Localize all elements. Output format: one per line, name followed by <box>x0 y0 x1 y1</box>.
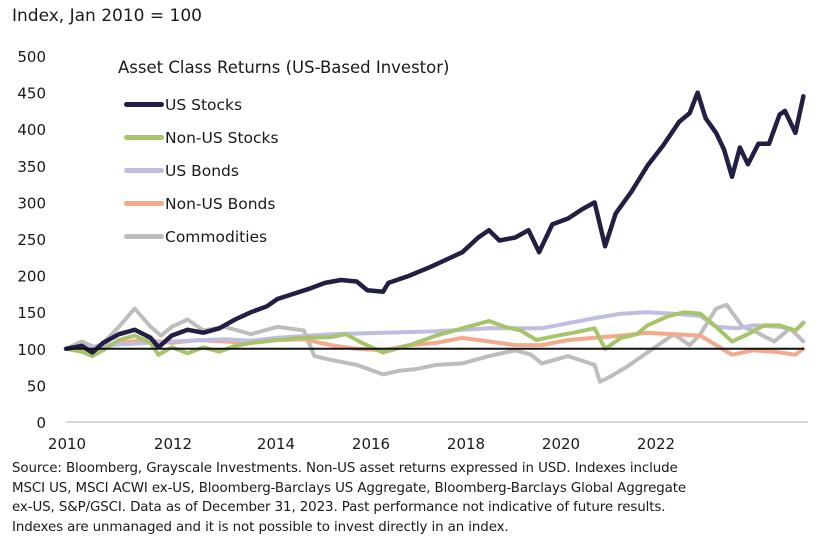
x-tick-label: 2018 <box>447 435 485 453</box>
y-axis-ticks: 0 50 100 150 200 250 300 350 400 450 500 <box>17 48 46 432</box>
x-tick-label: 2016 <box>352 435 390 453</box>
x-axis-ticks: 2010 2012 2014 2016 2018 2020 2022 <box>48 435 675 453</box>
y-tick-label: 50 <box>27 377 46 395</box>
y-tick-label: 150 <box>17 304 46 322</box>
legend-label: Non-US Bonds <box>165 194 276 213</box>
legend-label: Commodities <box>165 227 268 246</box>
legend-swatch <box>124 168 164 173</box>
source-line: Indexes are unmanaged and it is not poss… <box>12 519 509 535</box>
legend-label: US Stocks <box>165 95 243 114</box>
legend: US Stocks Non-US Stocks US Bonds Non-US … <box>124 88 279 253</box>
source-line: MSCI US, MSCI ACWI ex-US, Bloomberg-Barc… <box>12 480 687 496</box>
series-line-us-bonds <box>64 310 806 351</box>
series-line-us-stocks <box>63 90 806 355</box>
y-tick-label: 350 <box>17 158 46 176</box>
legend-item-us-bonds: US Bonds <box>124 154 279 187</box>
legend-swatch <box>124 102 164 107</box>
y-tick-label: 200 <box>17 268 46 286</box>
legend-swatch <box>124 135 164 140</box>
y-tick-label: 450 <box>17 85 46 103</box>
y-tick-label: 300 <box>17 194 46 212</box>
legend-label: US Bonds <box>165 161 239 180</box>
y-tick-label: 100 <box>17 341 46 359</box>
legend-swatch <box>124 201 164 206</box>
source-line: Source: Bloomberg, Grayscale Investments… <box>12 461 678 476</box>
series-lines <box>63 90 806 384</box>
x-tick-label: 2020 <box>542 435 580 453</box>
x-tick-label: 2012 <box>154 435 192 453</box>
legend-swatch <box>124 234 164 239</box>
legend-item-commodities: Commodities <box>124 220 279 253</box>
legend-item-non-us-stocks: Non-US Stocks <box>124 121 279 154</box>
source-line: ex-US, S&P/GSCI. Data as of December 31,… <box>12 500 666 515</box>
legend-label: Non-US Stocks <box>165 128 279 147</box>
legend-item-us-stocks: US Stocks <box>124 88 279 121</box>
x-tick-label: 2014 <box>257 435 295 453</box>
series-line-commodities <box>64 302 806 384</box>
x-tick-label: 2022 <box>637 435 675 453</box>
y-tick-label: 0 <box>36 414 46 432</box>
source-note: Source: Bloomberg, Grayscale Investments… <box>12 459 822 537</box>
legend-item-non-us-bonds: Non-US Bonds <box>124 187 279 220</box>
y-tick-label: 250 <box>17 231 46 249</box>
y-axis-unit-label: Index, Jan 2010 = 100 <box>12 6 202 26</box>
x-tick-label: 2010 <box>48 435 86 453</box>
y-tick-label: 400 <box>17 121 46 139</box>
series-line-non-us-stocks <box>64 310 806 359</box>
y-tick-label: 500 <box>17 48 46 66</box>
chart-title: Asset Class Returns (US-Based Investor) <box>118 58 450 77</box>
